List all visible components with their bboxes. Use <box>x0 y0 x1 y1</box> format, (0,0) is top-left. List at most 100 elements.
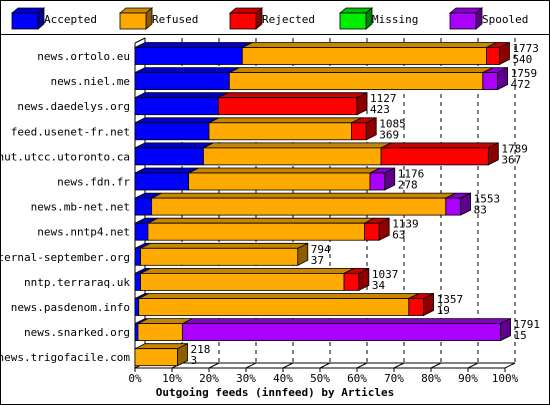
floor-tick <box>393 362 405 369</box>
bar-side-face <box>378 217 390 241</box>
bar-value-label-secondary: 63 <box>392 229 405 242</box>
bar-segment-accepted <box>134 42 253 65</box>
category-label: nntp.terraraq.uk <box>24 276 130 289</box>
bar-value-label: 1357 <box>437 293 464 306</box>
bar-value-label-secondary: 472 <box>511 78 531 91</box>
floor-tick <box>430 362 442 369</box>
bar-value-label-secondary: 423 <box>370 103 390 116</box>
bar-segment-accepted <box>134 92 229 116</box>
legend-item-missing: Missing <box>338 7 418 30</box>
category-label: news.nntp4.net <box>37 226 130 239</box>
bar-value-label: 1773 <box>512 42 539 55</box>
bar-value-label: 1791 <box>514 318 541 331</box>
bar-front-face <box>134 147 204 166</box>
bar-top-face <box>134 142 214 149</box>
bar-front-face <box>188 172 371 191</box>
bar-value-label-secondary: 19 <box>437 304 450 317</box>
bar-top-face <box>140 267 355 274</box>
legend-swatch <box>339 12 367 30</box>
bar-side-face <box>499 41 510 66</box>
legend-label: Missing <box>372 13 418 26</box>
bar-value-label: 218 <box>191 343 211 356</box>
bar-side-face <box>297 242 309 266</box>
x-tick-label: 100% <box>492 372 519 385</box>
legend-item-spooled: Spooled <box>448 7 528 30</box>
bar-front-face <box>208 122 352 141</box>
bar-top-face <box>134 67 240 73</box>
x-axis-title: Outgoing feeds (innfeed) by Articles <box>156 386 394 399</box>
bar-front-face <box>134 47 243 65</box>
legend-swatch <box>229 12 257 30</box>
bar-front-face <box>217 97 358 116</box>
legend-label: Accepted <box>44 13 97 26</box>
bar-front-face <box>134 247 141 266</box>
bar-side-face <box>365 117 377 141</box>
bar-segment-refused <box>188 167 381 191</box>
bar-side-face <box>497 66 509 91</box>
bar-segment-rejected <box>217 92 368 116</box>
bar-top-face <box>242 42 497 48</box>
bar-top-face <box>140 242 308 249</box>
bar-front-face <box>228 72 484 90</box>
legend-item-rejected: Rejected <box>228 7 315 30</box>
category-label: news.mb-net.net <box>31 201 130 214</box>
bar-front-face <box>363 222 380 241</box>
bar-value-label: 1759 <box>511 67 537 80</box>
bar-segment-refused <box>147 217 375 241</box>
bar-value-label: 1085 <box>379 117 406 130</box>
bar-front-face <box>203 147 382 166</box>
bar-segment-spooled <box>445 192 471 216</box>
category-label: eternal-september.org <box>0 251 130 264</box>
bar-front-face <box>137 323 183 342</box>
bar-value-label-secondary: 37 <box>311 254 324 267</box>
bar-segment-rejected <box>486 42 510 65</box>
bar-front-face <box>134 72 230 90</box>
x-tick-label: 20% <box>199 372 219 385</box>
bar-segment-refused <box>138 293 419 316</box>
x-tick-labels: 0% 10% 20% 30% 40% 50% 60% 70% 80% 90% 100% <box>128 372 518 385</box>
bar-value-label-secondary: 540 <box>512 53 532 66</box>
x-tick-label: 50% <box>310 372 330 385</box>
legend-item-accepted: Accepted <box>10 7 97 30</box>
bar-value-label: 1127 <box>370 92 397 105</box>
bar-front-face <box>138 298 410 316</box>
bar-front-face <box>134 272 141 291</box>
bar-top-face <box>229 67 493 73</box>
bar-top-face <box>147 217 375 224</box>
y-axis-top-edge <box>134 37 146 44</box>
bar-value-label: 1553 <box>474 193 501 206</box>
bar-top-face <box>208 117 362 124</box>
bar-side-face <box>384 167 396 191</box>
bar-front-face <box>140 272 345 291</box>
floor-tick <box>319 362 331 369</box>
bar-side-face <box>177 343 188 367</box>
x-tick-label: 10% <box>162 372 182 385</box>
x-tick-label: 60% <box>347 372 367 385</box>
bar-front-face <box>380 147 489 166</box>
bar-side-face <box>356 92 368 116</box>
bar-value-label: 794 <box>311 243 331 256</box>
bar-front-face <box>134 97 219 116</box>
bar-front-face <box>134 222 149 241</box>
legend-label: Refused <box>152 13 198 26</box>
legend-swatch <box>449 12 477 30</box>
bar-segment-accepted <box>134 67 240 90</box>
bar-front-face <box>408 298 424 316</box>
bar-segment-rejected <box>380 142 499 166</box>
bar-value-label-secondary: 83 <box>474 204 487 217</box>
bar-top-face <box>218 92 368 99</box>
bar-value-label: 1176 <box>398 168 425 181</box>
x-tick-label: 80% <box>421 372 441 385</box>
category-label: news.daedelys.org <box>17 100 130 113</box>
floor-tick <box>467 362 479 369</box>
bar-value-label-secondary: 278 <box>398 179 418 192</box>
